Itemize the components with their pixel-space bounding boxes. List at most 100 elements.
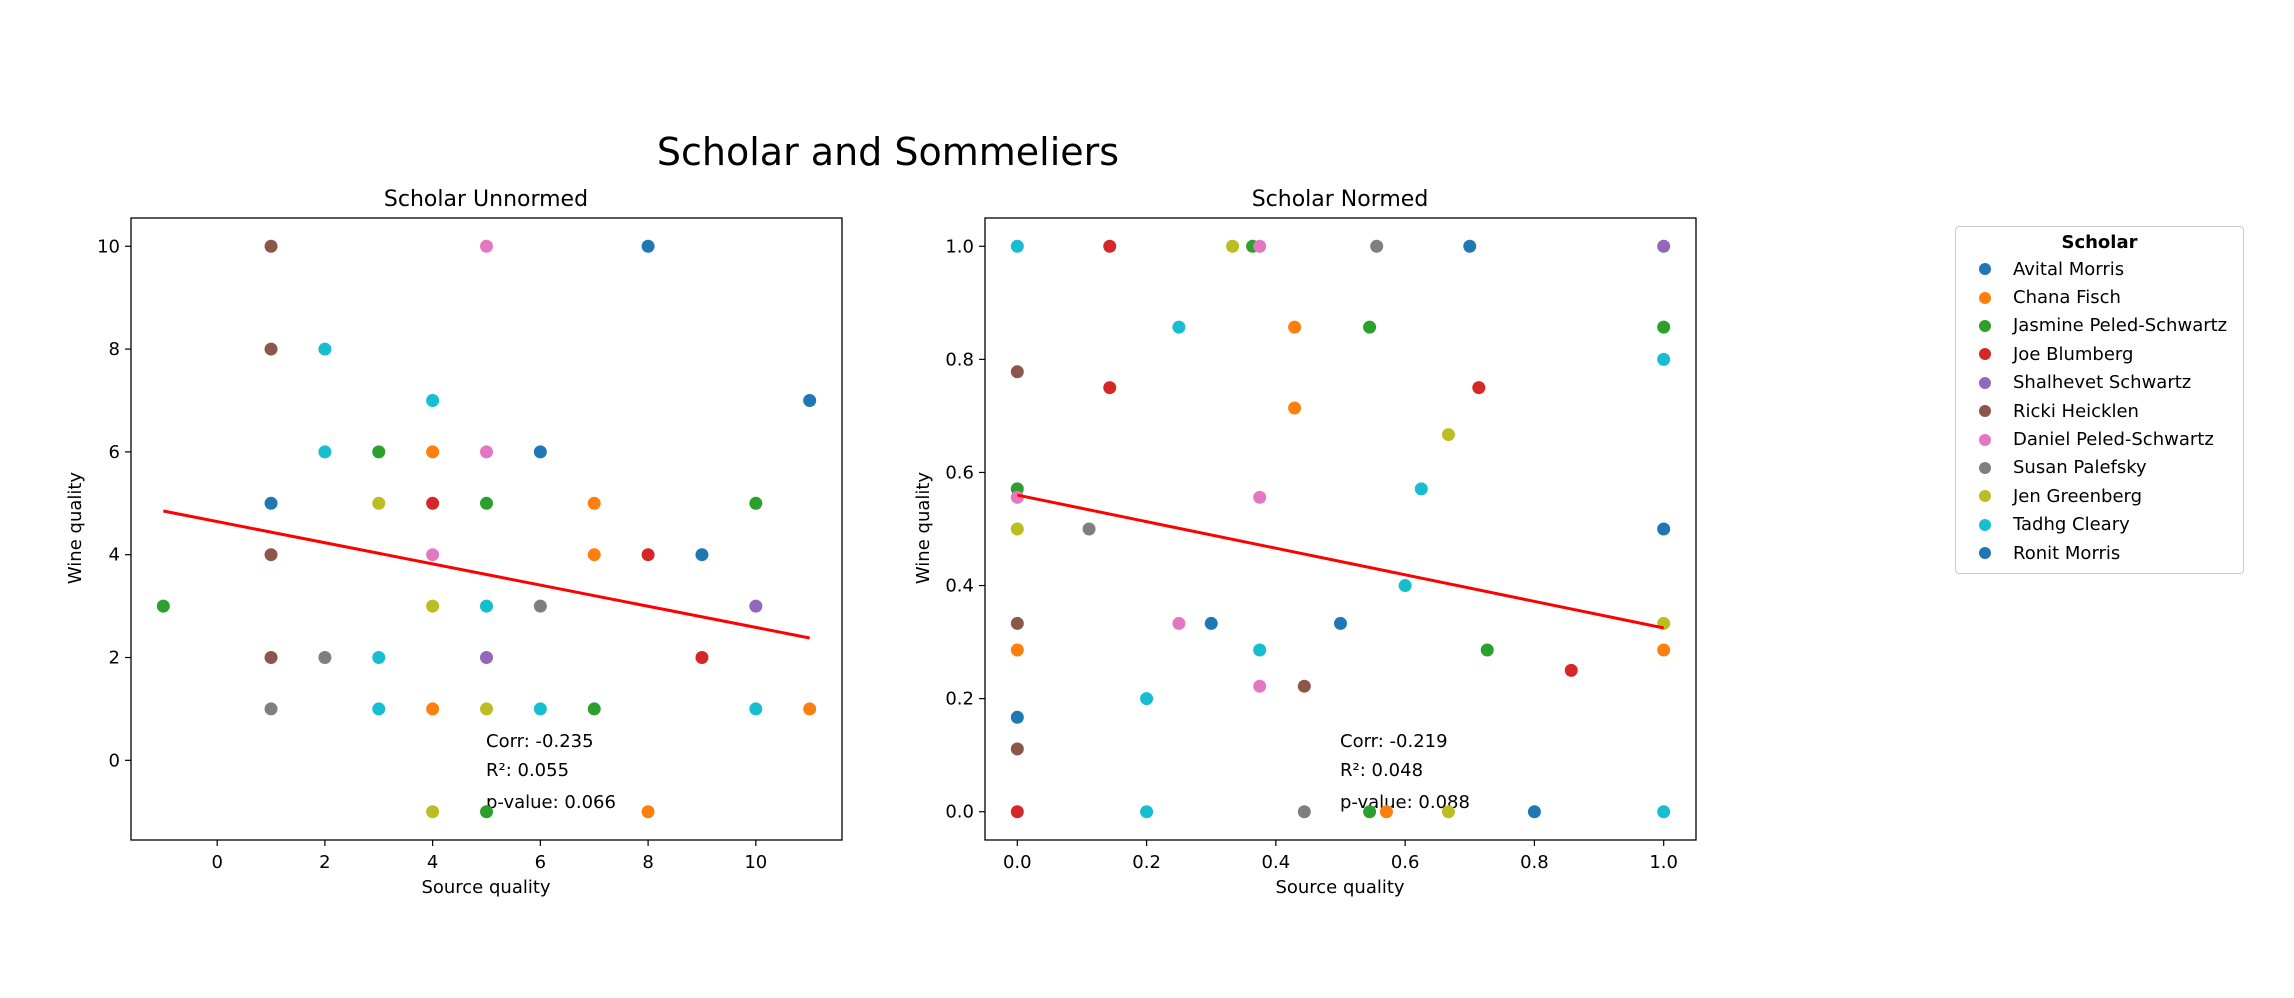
- data-point: [1288, 320, 1302, 334]
- legend-item: Joe Blumberg: [1956, 340, 2243, 368]
- legend-label: Shalhevet Schwartz: [2013, 372, 2192, 394]
- data-point: [587, 702, 601, 716]
- data-point: [1010, 365, 1024, 379]
- data-point: [695, 548, 709, 562]
- x-axis-label: Source quality: [421, 877, 550, 898]
- data-point: [372, 445, 386, 459]
- data-point: [318, 445, 332, 459]
- y-tick-label: 0.8: [945, 349, 974, 370]
- data-point: [803, 702, 817, 716]
- legend-marker-icon: [1979, 348, 1991, 361]
- data-point: [1288, 401, 1302, 415]
- data-point: [426, 548, 440, 562]
- data-point: [1010, 710, 1024, 724]
- data-point: [264, 239, 278, 253]
- data-point: [1297, 679, 1311, 693]
- y-tick-label: 0.6: [945, 462, 974, 483]
- y-axis-label: Wine quality: [913, 472, 934, 585]
- x-tick-label: 6: [535, 852, 546, 873]
- legend-marker-icon: [1979, 547, 1991, 560]
- x-tick-label: 0.4: [1262, 852, 1291, 873]
- legend-label: Jen Greenberg: [2013, 485, 2143, 507]
- data-point: [264, 496, 278, 510]
- legend-items: Avital Morris Chana Fisch Jasmine Peled-Sc…: [1956, 255, 2243, 567]
- x-tick-label: 1.0: [1649, 852, 1678, 873]
- data-point: [1140, 805, 1154, 819]
- data-point: [426, 599, 440, 613]
- data-point: [803, 393, 817, 407]
- x-tick-label: 0: [211, 852, 222, 873]
- legend-marker-icon: [1979, 433, 1991, 446]
- legend-label: Avital Morris: [2013, 258, 2125, 280]
- data-point: [1082, 522, 1096, 536]
- x-axis-label: Source quality: [1275, 877, 1404, 898]
- legend-item: Jen Greenberg: [1956, 482, 2243, 510]
- data-point: [1472, 381, 1486, 395]
- data-point: [1657, 320, 1671, 334]
- data-point: [1010, 522, 1024, 536]
- data-point: [1657, 352, 1671, 366]
- stat-r2: R²: 0.055: [486, 760, 569, 781]
- legend-item: Susan Palefsky: [1956, 454, 2243, 482]
- data-point: [1253, 679, 1267, 693]
- data-point: [264, 651, 278, 665]
- legend-item: Avital Morris: [1956, 255, 2243, 283]
- data-point: [749, 599, 763, 613]
- legend-label: Ricki Heicklen: [2013, 400, 2139, 422]
- axes-frame: [130, 217, 843, 841]
- data-point: [587, 496, 601, 510]
- data-point: [480, 805, 493, 819]
- data-point: [480, 239, 493, 253]
- data-point: [156, 599, 170, 613]
- legend-label: Susan Palefsky: [2013, 457, 2147, 479]
- legend: Scholar Avital Morris Chana Fisch Jasmine …: [1955, 226, 2244, 575]
- data-point: [1657, 239, 1671, 253]
- legend-title: Scholar: [2061, 232, 2138, 253]
- data-point: [641, 239, 655, 253]
- data-point: [1010, 742, 1024, 756]
- legend-marker-icon: [1979, 319, 1991, 332]
- x-tick-label: 8: [642, 852, 653, 873]
- data-point: [1253, 643, 1267, 657]
- x-tick-label: 2: [319, 852, 330, 873]
- legend-marker-icon: [1979, 490, 1991, 503]
- data-point: [1010, 490, 1024, 504]
- data-point: [587, 548, 601, 562]
- legend-marker-icon: [1979, 405, 1991, 418]
- legend-marker-icon: [1979, 291, 1991, 304]
- legend-item: Ricki Heicklen: [1956, 397, 2243, 425]
- data-point: [1363, 805, 1377, 819]
- panel-title: Scholar Normed: [1252, 187, 1429, 212]
- data-point: [1010, 805, 1024, 819]
- data-point: [533, 445, 547, 459]
- data-point: [1363, 320, 1377, 334]
- legend-label: Tadhg Cleary: [2013, 514, 2130, 536]
- data-point: [426, 496, 440, 510]
- data-point: [318, 651, 332, 665]
- data-point: [264, 342, 278, 356]
- y-tick-label: 4: [109, 545, 120, 566]
- data-point: [1441, 805, 1455, 819]
- panel-scholar-normed: Scholar Normed Source quality Wine quali…: [913, 187, 1697, 898]
- y-tick-label: 6: [109, 442, 120, 463]
- y-tick-label: 2: [109, 648, 120, 669]
- data-point: [1172, 320, 1186, 334]
- data-point: [372, 496, 386, 510]
- legend-label: Ronit Morris: [2013, 542, 2121, 564]
- legend-item: Tadhg Cleary: [1956, 511, 2243, 539]
- data-point: [749, 702, 763, 716]
- figure-title: Scholar and Sommeliers: [657, 130, 1119, 174]
- data-point: [1657, 805, 1671, 819]
- stat-r2: R²: 0.048: [1340, 760, 1423, 781]
- axes-frame: [984, 217, 1697, 841]
- data-point: [480, 651, 493, 665]
- y-tick-label: 0: [109, 750, 120, 771]
- legend-label: Joe Blumberg: [2013, 343, 2134, 365]
- data-point: [1103, 381, 1117, 395]
- data-point: [1010, 239, 1024, 253]
- legend-marker-icon: [1979, 461, 1991, 474]
- legend-item: Chana Fisch: [1956, 283, 2243, 311]
- data-point: [426, 393, 440, 407]
- y-tick-label: 1.0: [945, 236, 974, 257]
